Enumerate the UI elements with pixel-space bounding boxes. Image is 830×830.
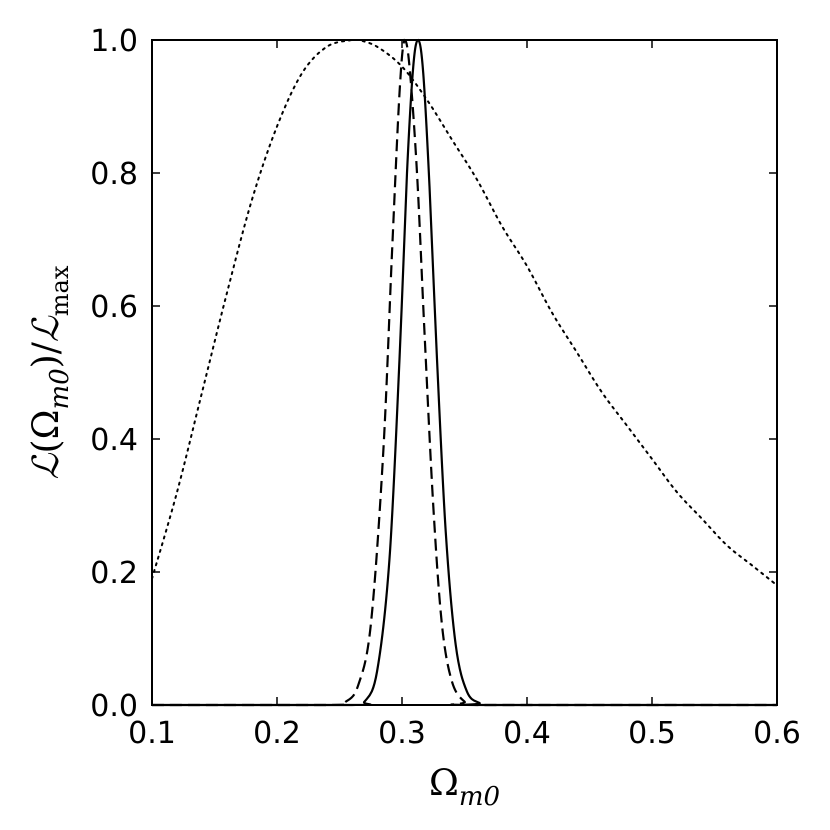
- axis-tick-labels: 0.1 0.2 0.3 0.4 0.5 0.6 0.0 0.2 0.4 0.6 0.8 1.0: [90, 24, 801, 751]
- x-tick-label: 0.4: [503, 716, 551, 751]
- x-tick-label: 0.5: [628, 716, 676, 751]
- series-group: [151, 38, 778, 707]
- y-tick-label: 0.2: [90, 556, 138, 591]
- y-axis-label-script-l: ℒ: [26, 452, 67, 479]
- x-axis-label-base: Ω: [429, 763, 459, 804]
- series-line-dotted: [151, 38, 778, 587]
- y-axis-label-close: )/: [26, 341, 67, 368]
- y-axis-label-sub: m0: [45, 368, 75, 409]
- x-axis-label-sub: m0: [459, 782, 500, 812]
- y-axis-label-script-l2: ℒ: [26, 315, 67, 342]
- axis-ticks: [151, 39, 778, 706]
- y-tick-label: 0.4: [90, 423, 138, 458]
- y-tick-label: 0.6: [90, 290, 138, 325]
- x-tick-label: 0.1: [128, 716, 176, 751]
- y-tick-label: 0.0: [90, 689, 138, 724]
- y-axis-label-omega: Ω: [26, 410, 67, 440]
- x-tick-label: 0.6: [753, 716, 801, 751]
- x-tick-label: 0.3: [378, 716, 426, 751]
- plot-frame: [151, 39, 778, 706]
- y-tick-label: 0.8: [90, 157, 138, 192]
- x-tick-label: 0.2: [253, 716, 301, 751]
- y-axis-label-sub2: max: [46, 265, 74, 316]
- y-axis-label: ℒ(Ωm0)/ℒmax: [26, 265, 75, 479]
- y-axis-label-open: (: [26, 439, 67, 453]
- series-line-solid: [152, 38, 777, 707]
- x-axis-label: Ωm0: [429, 763, 500, 812]
- y-tick-label: 1.0: [90, 24, 138, 59]
- series-line-dashed: [152, 38, 777, 707]
